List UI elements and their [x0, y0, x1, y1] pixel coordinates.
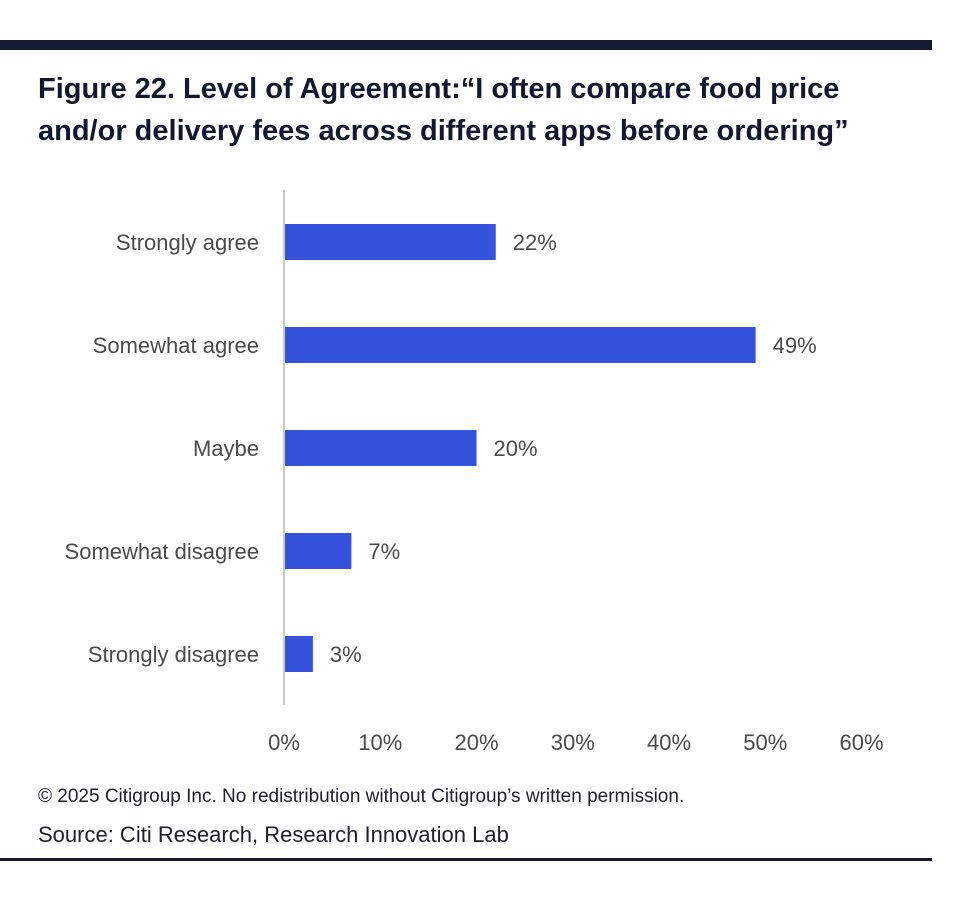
x-tick-label: 50%	[743, 730, 787, 755]
value-label: 3%	[330, 642, 362, 667]
x-tick-label: 30%	[551, 730, 595, 755]
category-label: Strongly disagree	[88, 642, 259, 667]
category-label: Somewhat agree	[93, 333, 259, 358]
value-label: 22%	[513, 230, 557, 255]
x-tick-label: 20%	[454, 730, 498, 755]
bar-chart: Strongly agree Somewhat agree Maybe Somewha…	[65, 190, 884, 755]
copyright-notice: © 2025 Citigroup Inc. No redistribution …	[38, 786, 685, 807]
bar-maybe	[284, 430, 477, 466]
value-label: 49%	[773, 333, 817, 358]
value-label: 7%	[368, 539, 400, 564]
category-label: Somewhat disagree	[65, 539, 259, 564]
category-label: Strongly agree	[116, 230, 259, 255]
bar-somewhat-disagree	[284, 533, 352, 569]
bars	[284, 224, 756, 672]
x-tick-label: 0%	[268, 730, 300, 755]
value-labels: 22% 49% 20% 7% 3%	[330, 230, 817, 667]
category-label: Maybe	[193, 436, 259, 461]
x-tick-label: 40%	[647, 730, 691, 755]
x-axis-ticks: 0% 10% 20% 30% 40% 50% 60%	[268, 730, 883, 755]
figure-title: Figure 22. Level of Agreement:“I often c…	[38, 73, 849, 147]
x-tick-label: 10%	[358, 730, 402, 755]
x-tick-label: 60%	[839, 730, 883, 755]
bottom-rule	[0, 858, 932, 861]
source-note: Source: Citi Research, Research Innovati…	[38, 822, 509, 847]
value-label: 20%	[494, 436, 538, 461]
bar-strongly-disagree	[284, 636, 313, 672]
top-rule	[0, 40, 932, 50]
category-labels: Strongly agree Somewhat agree Maybe Somewha…	[65, 230, 259, 667]
bar-somewhat-agree	[284, 327, 756, 363]
bar-strongly-agree	[284, 224, 496, 260]
